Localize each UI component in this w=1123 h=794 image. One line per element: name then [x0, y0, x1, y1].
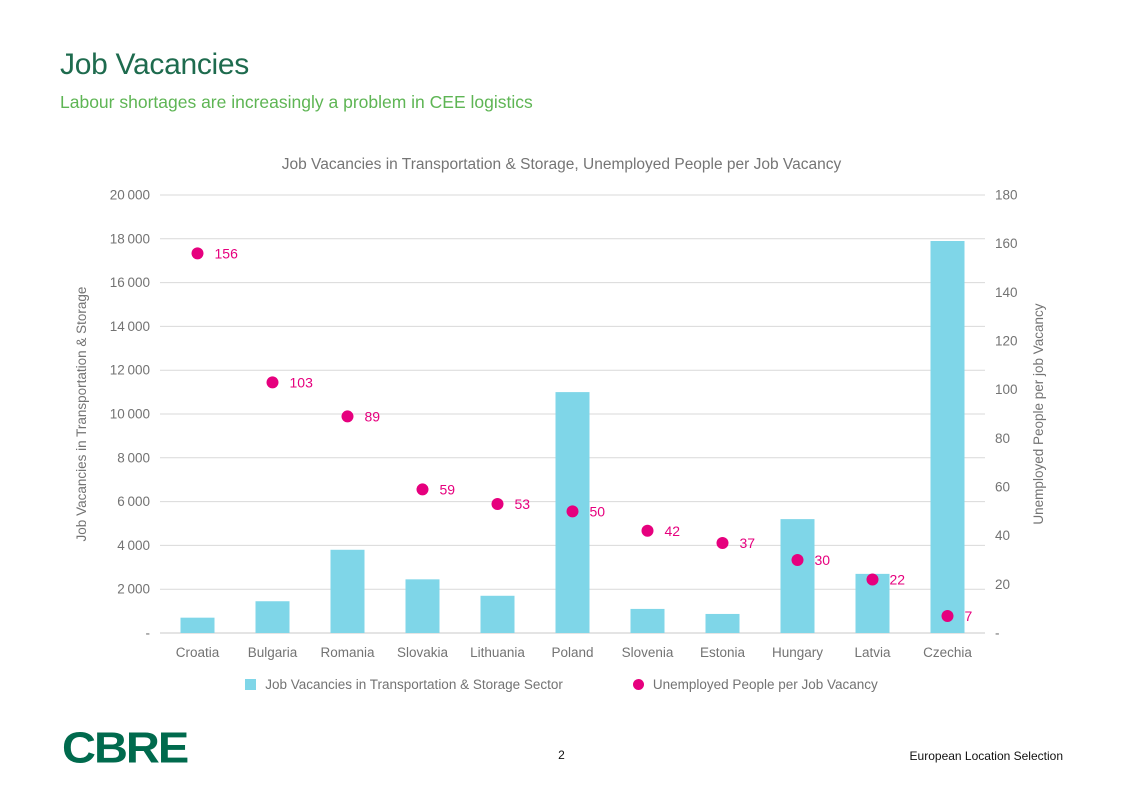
point-data-label: 59: [440, 481, 456, 497]
point-data-label: 53: [515, 496, 531, 512]
cbre-logo: CBRE: [62, 722, 189, 772]
right-axis-tick-label: 120: [995, 334, 1018, 349]
point-data-label: 22: [890, 571, 906, 587]
left-axis-tick-label: -: [146, 626, 151, 641]
right-axis-title: Unemployed People per job Vacancy: [1031, 303, 1046, 524]
scatter-point: [416, 483, 429, 496]
left-axis-tick-label: 2 000: [117, 582, 150, 597]
left-axis-tick-label: 6 000: [117, 494, 150, 509]
bar: [405, 579, 440, 633]
point-data-label: 37: [740, 535, 756, 551]
category-label: Slovenia: [622, 645, 674, 660]
point-data-label: 156: [215, 245, 239, 261]
left-axis-tick-label: 20 000: [110, 188, 150, 203]
scatter-point: [191, 247, 204, 260]
legend-item-points: Unemployed People per Job Vacancy: [632, 677, 878, 692]
right-axis-tick-label: -: [995, 626, 1000, 641]
bar: [930, 240, 965, 634]
category-label: Poland: [551, 645, 593, 660]
scatter-point: [641, 524, 654, 537]
scatter-point: [716, 536, 729, 549]
left-axis-tick-label: 14 000: [110, 319, 150, 334]
category-label: Bulgaria: [248, 645, 298, 660]
footer-text: European Location Selection: [909, 749, 1063, 763]
legend-item-bars: Job Vacancies in Transportation & Storag…: [245, 677, 563, 692]
scatter-point: [491, 498, 504, 511]
scatter-point: [341, 410, 354, 423]
point-data-label: 89: [365, 408, 381, 424]
bar: [180, 617, 215, 633]
left-axis-tick-label: 16 000: [110, 275, 150, 290]
right-axis-tick-label: 80: [995, 431, 1010, 446]
left-axis-tick-label: 12 000: [110, 363, 150, 378]
category-label: Croatia: [176, 645, 220, 660]
legend-label-points: Unemployed People per Job Vacancy: [652, 677, 878, 692]
chart-title: Job Vacancies in Transportation & Storag…: [281, 156, 842, 173]
page-subtitle: Labour shortages are increasingly a prob…: [60, 92, 533, 112]
category-label: Slovakia: [397, 645, 449, 660]
bar: [255, 601, 290, 633]
legend-label-bars: Job Vacancies in Transportation & Storag…: [265, 677, 563, 692]
scatter-point: [941, 609, 954, 622]
scatter-point: [566, 505, 579, 518]
left-axis-tick-label: 10 000: [110, 407, 150, 422]
bar: [630, 608, 665, 633]
page-number: 2: [558, 748, 565, 762]
right-axis-tick-label: 140: [995, 285, 1018, 300]
right-axis-tick-label: 160: [995, 236, 1018, 251]
category-label: Estonia: [700, 645, 746, 660]
point-data-label: 30: [815, 552, 831, 568]
bar-series-swatch-icon: [245, 679, 257, 690]
right-axis-tick-label: 180: [995, 188, 1018, 203]
category-label: Czechia: [923, 645, 972, 660]
category-label: Romania: [320, 645, 375, 660]
left-axis-tick-label: 4 000: [117, 538, 150, 553]
bar: [480, 595, 515, 633]
left-axis-tick-label: 8 000: [117, 450, 150, 465]
category-label: Lithuania: [470, 645, 525, 660]
point-data-label: 50: [590, 503, 606, 519]
scatter-point: [791, 554, 804, 566]
point-series-swatch-icon: [632, 679, 644, 690]
scatter-point: [266, 376, 279, 389]
point-data-label: 7: [965, 608, 973, 624]
right-axis-tick-label: 40: [995, 528, 1010, 543]
category-label: Latvia: [854, 645, 891, 660]
point-data-label: 42: [665, 523, 681, 539]
scatter-point: [866, 573, 879, 586]
right-axis-tick-label: 60: [995, 480, 1010, 495]
bar: [705, 613, 740, 633]
category-label: Hungary: [772, 645, 823, 660]
bar: [780, 519, 815, 633]
bar: [330, 549, 365, 633]
right-axis-tick-label: 20: [995, 577, 1010, 592]
left-axis-tick-label: 18 000: [110, 231, 150, 246]
chart-legend: Job Vacancies in Transportation & Storag…: [60, 677, 1063, 692]
left-axis-title: Job Vacancies in Transportation & Storag…: [74, 287, 89, 542]
point-data-label: 103: [290, 374, 314, 390]
page-title: Job Vacancies: [60, 48, 249, 81]
right-axis-tick-label: 100: [995, 382, 1018, 397]
